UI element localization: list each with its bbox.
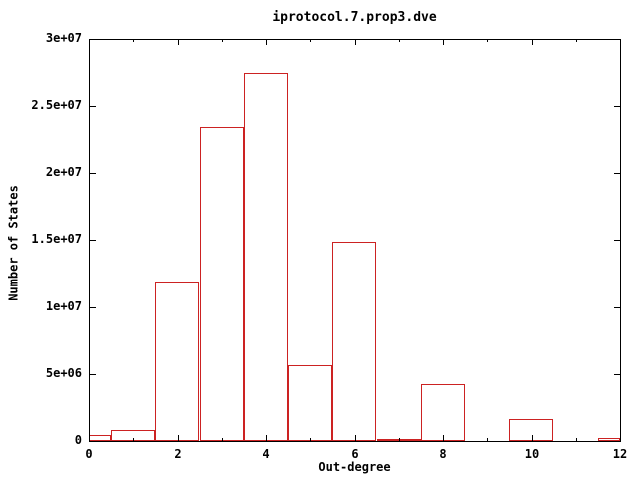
histogram-bar bbox=[598, 438, 620, 441]
x-minor-tick-top bbox=[399, 40, 400, 42]
x-tick-label: 10 bbox=[524, 447, 540, 461]
y-tick bbox=[90, 39, 96, 40]
x-tick-label: 8 bbox=[439, 447, 447, 461]
histogram-bar bbox=[421, 384, 465, 441]
y-tick bbox=[90, 441, 96, 442]
x-minor-tick-top bbox=[576, 40, 577, 42]
y-tick-right bbox=[614, 39, 620, 40]
x-minor-tick-top bbox=[487, 40, 488, 42]
x-major-tick-top bbox=[532, 40, 533, 45]
y-tick-right bbox=[614, 307, 620, 308]
histogram-bar bbox=[200, 127, 244, 441]
x-minor-tick bbox=[487, 438, 488, 441]
y-tick-label: 2e+07 bbox=[45, 165, 82, 179]
x-minor-tick-top bbox=[222, 40, 223, 42]
y-tick bbox=[90, 307, 96, 308]
y-tick-label: 1.5e+07 bbox=[31, 232, 82, 246]
x-tick-label: 12 bbox=[612, 447, 628, 461]
x-minor-tick bbox=[399, 438, 400, 441]
y-tick-right bbox=[614, 106, 620, 107]
y-tick-label: 3e+07 bbox=[45, 31, 82, 45]
x-major-tick bbox=[443, 435, 444, 441]
x-major-tick bbox=[178, 435, 179, 441]
x-major-tick bbox=[266, 435, 267, 441]
x-major-tick bbox=[89, 435, 90, 441]
y-tick-label: 2.5e+07 bbox=[31, 98, 82, 112]
x-major-tick-top bbox=[620, 40, 621, 45]
x-major-tick-top bbox=[443, 40, 444, 45]
histogram-bar bbox=[288, 365, 332, 441]
y-tick-right bbox=[614, 173, 620, 174]
x-minor-tick bbox=[310, 438, 311, 441]
y-tick-label: 0 bbox=[74, 433, 82, 447]
y-tick bbox=[90, 173, 96, 174]
y-tick bbox=[90, 106, 96, 107]
x-major-tick-top bbox=[178, 40, 179, 45]
x-tick-label: 2 bbox=[174, 447, 182, 461]
x-minor-tick-top bbox=[133, 40, 134, 42]
y-tick-label: 5e+06 bbox=[45, 366, 82, 380]
histogram-bar bbox=[332, 242, 376, 441]
x-minor-tick bbox=[133, 438, 134, 441]
x-major-tick bbox=[355, 435, 356, 441]
x-minor-tick bbox=[576, 438, 577, 441]
x-minor-tick bbox=[222, 438, 223, 441]
y-tick-label: 1e+07 bbox=[45, 299, 82, 313]
x-axis-label: Out-degree bbox=[318, 460, 391, 474]
x-minor-tick-top bbox=[310, 40, 311, 42]
x-major-tick bbox=[532, 435, 533, 441]
x-tick-label: 6 bbox=[351, 447, 359, 461]
y-tick bbox=[90, 374, 96, 375]
x-tick-label: 0 bbox=[85, 447, 93, 461]
chart-title: iprotocol.7.prop3.dve bbox=[272, 10, 437, 25]
y-tick-right bbox=[614, 441, 620, 442]
x-tick-label: 4 bbox=[262, 447, 270, 461]
histogram-bar bbox=[244, 73, 288, 441]
histogram-bar bbox=[155, 282, 199, 441]
histogram-bar bbox=[509, 419, 553, 441]
x-major-tick bbox=[620, 435, 621, 441]
y-tick-right bbox=[614, 240, 620, 241]
x-major-tick-top bbox=[89, 40, 90, 45]
y-tick-right bbox=[614, 374, 620, 375]
x-major-tick-top bbox=[266, 40, 267, 45]
x-major-tick-top bbox=[355, 40, 356, 45]
y-tick bbox=[90, 240, 96, 241]
